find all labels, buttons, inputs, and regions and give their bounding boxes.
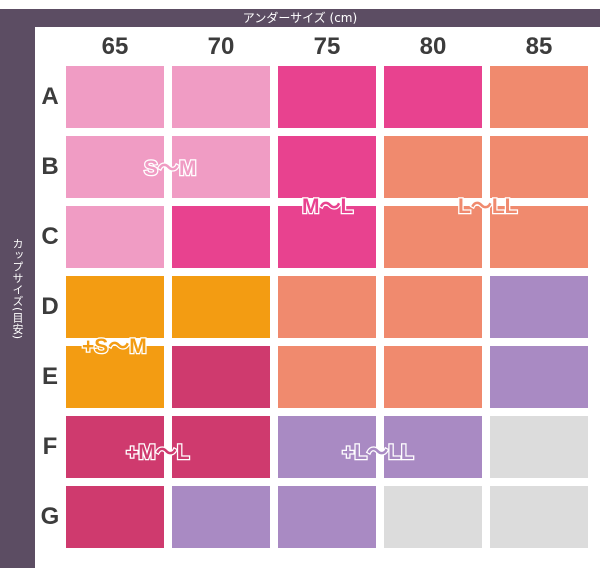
- cell-A-85: [490, 66, 588, 128]
- cell-F-85: [490, 416, 588, 478]
- cell-G-65: [66, 486, 164, 548]
- size-label-6: +L〜LL: [341, 441, 415, 465]
- cell-D-85: [490, 276, 588, 338]
- cell-A-65: [66, 66, 164, 128]
- cell-E-85: [490, 346, 588, 408]
- cell-B-70: [172, 136, 270, 198]
- cell-F-65: [66, 416, 164, 478]
- column-header-80: 80: [419, 33, 447, 60]
- cell-D-70: [172, 276, 270, 338]
- cell-F-80: [384, 416, 482, 478]
- cell-B-80: [384, 136, 482, 198]
- column-header-85: 85: [525, 33, 553, 60]
- cell-C-70: [172, 206, 270, 268]
- cell-E-70: [172, 346, 270, 408]
- cell-B-65: [66, 136, 164, 198]
- size-label-4-fill: +S〜M: [82, 335, 147, 358]
- cell-B-85: [490, 136, 588, 198]
- column-header-70: 70: [207, 33, 235, 60]
- size-label-5-fill: +M〜L: [126, 441, 190, 464]
- cell-E-80: [384, 346, 482, 408]
- cell-G-80: [384, 486, 482, 548]
- cell-D-80: [384, 276, 482, 338]
- cell-G-70: [172, 486, 270, 548]
- cell-D-75: [278, 276, 376, 338]
- row-header-E: E: [41, 363, 58, 390]
- row-header-F: F: [42, 433, 58, 460]
- size-label-1: S〜M: [143, 157, 198, 181]
- cup-size-label: カップサイズ(目安): [11, 237, 24, 340]
- cell-C-85: [490, 206, 588, 268]
- cell-A-80: [384, 66, 482, 128]
- under-size-label: アンダーサイズ (cm): [242, 11, 358, 25]
- size-label-3: L〜LL: [457, 195, 519, 219]
- cell-A-75: [278, 66, 376, 128]
- size-label-2-fill: M〜L: [302, 195, 354, 218]
- column-header-65: 65: [101, 33, 129, 60]
- column-header-75: 75: [313, 33, 341, 60]
- cell-A-70: [172, 66, 270, 128]
- cup-size-axis-bar: [0, 9, 35, 568]
- size-label-1-fill: S〜M: [144, 157, 197, 180]
- row-header-C: C: [41, 223, 59, 250]
- size-label-4: +S〜M: [81, 335, 148, 359]
- row-header-G: G: [40, 503, 60, 530]
- size-label-5: +M〜L: [125, 441, 191, 465]
- cup-size-label-wrap: カップサイズ(目安): [0, 9, 35, 568]
- cell-C-75: [278, 206, 376, 268]
- cell-C-65: [66, 206, 164, 268]
- row-header-D: D: [41, 293, 59, 320]
- cell-C-80: [384, 206, 482, 268]
- cell-G-85: [490, 486, 588, 548]
- cell-F-70: [172, 416, 270, 478]
- size-label-3-fill: L〜LL: [458, 195, 518, 218]
- row-header-B: B: [41, 153, 59, 180]
- under-size-axis-bar: [0, 9, 600, 27]
- cell-E-75: [278, 346, 376, 408]
- cell-G-75: [278, 486, 376, 548]
- row-header-A: A: [41, 83, 59, 110]
- cell-E-65: [66, 346, 164, 408]
- cell-F-75: [278, 416, 376, 478]
- size-label-6-fill: +L〜LL: [342, 441, 414, 464]
- size-label-2: M〜L: [301, 195, 355, 219]
- cell-B-75: [278, 136, 376, 198]
- cell-D-65: [66, 276, 164, 338]
